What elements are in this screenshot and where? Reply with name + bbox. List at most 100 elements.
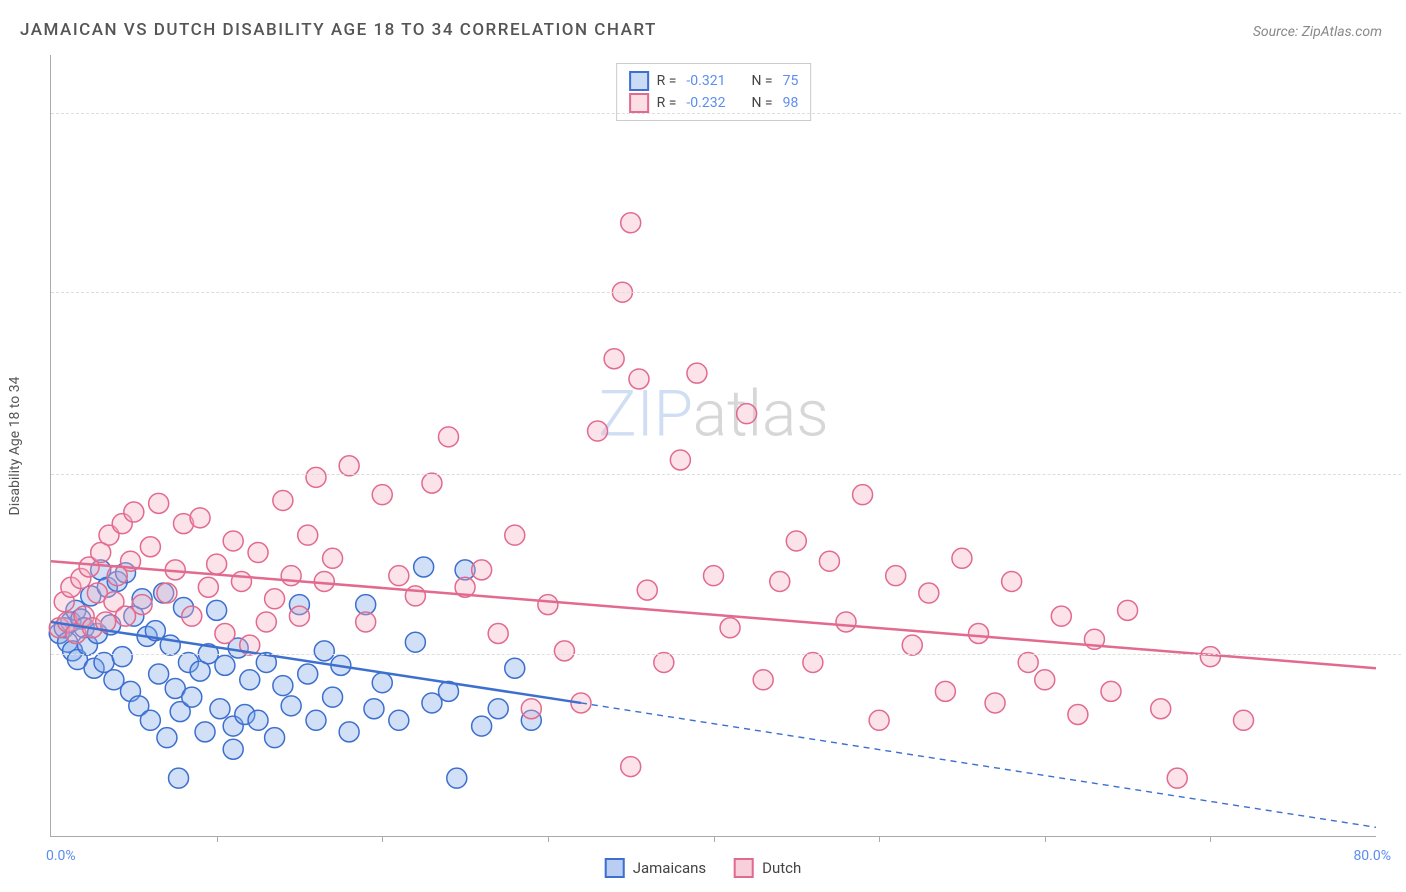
data-point [447,768,467,788]
gridline [51,474,1401,475]
data-point [538,595,558,615]
data-point [654,652,674,672]
data-point [803,652,823,672]
data-point [604,349,624,369]
data-point [1118,600,1138,620]
x-tick [879,836,880,842]
chart-title: JAMAICAN VS DUTCH DISABILITY AGE 18 TO 3… [20,20,657,40]
data-point [182,606,202,626]
data-point [389,710,409,730]
data-point [952,548,972,568]
data-point [223,739,243,759]
data-point [488,624,508,644]
y-tick-label: 6.3% [1391,646,1406,662]
legend-label: Dutch [762,859,801,877]
data-point [273,490,293,510]
data-point [472,716,492,736]
y-tick-label: 25.0% [1391,105,1406,121]
data-point [1018,652,1038,672]
data-point [753,670,773,690]
data-point [231,571,251,591]
data-point [207,600,227,620]
data-point [289,606,309,626]
data-point [298,664,318,684]
data-point [919,583,939,603]
x-axis-max-label: 80.0% [1353,848,1391,864]
data-point [372,673,392,693]
x-tick [1210,836,1211,842]
data-point [853,485,873,505]
data-point [273,676,293,696]
plot-area: Disability Age 18 to 34 0.0% 80.0% ZIPat… [50,55,1376,837]
data-point [124,502,144,522]
scatter-svg [51,55,1376,836]
source-label: Source: ZipAtlas.com [1253,24,1382,40]
data-point [439,427,459,447]
data-point [629,369,649,389]
data-point [314,641,334,661]
data-point [770,571,790,591]
data-point [94,652,114,672]
legend-swatch [734,858,754,878]
data-point [621,213,641,233]
legend-bottom: Jamaicans Dutch [605,858,802,878]
data-point [902,635,922,655]
data-point [1234,710,1254,730]
data-point [554,641,574,661]
data-point [356,612,376,632]
data-point [323,548,343,568]
data-point [281,696,301,716]
data-point [339,456,359,476]
data-point [670,450,690,470]
data-point [215,624,235,644]
data-point [1101,681,1121,701]
legend-item: Dutch [734,858,801,878]
gridline [51,113,1401,114]
data-point [256,612,276,632]
trend-line-extension [581,703,1376,827]
y-tick-label: 12.5% [1391,466,1406,482]
data-point [886,566,906,586]
data-point [306,710,326,730]
data-point [182,687,202,707]
data-point [157,583,177,603]
data-point [364,699,384,719]
data-point [195,722,215,742]
data-point [505,525,525,545]
data-point [140,710,160,730]
data-point [985,693,1005,713]
x-tick [714,836,715,842]
data-point [298,525,318,545]
x-tick [217,836,218,842]
data-point [472,560,492,580]
y-axis-title: Disability Age 18 to 34 [7,376,23,515]
x-tick [382,836,383,842]
data-point [169,768,189,788]
x-tick [548,836,549,842]
data-point [1068,705,1088,725]
data-point [389,566,409,586]
data-point [265,728,285,748]
data-point [405,632,425,652]
data-point [621,757,641,777]
data-point [339,722,359,742]
data-point [521,699,541,719]
legend-label: Jamaicans [633,859,706,877]
data-point [112,647,132,667]
data-point [198,577,218,597]
data-point [281,566,301,586]
data-point [819,551,839,571]
data-point [323,687,343,707]
data-point [372,485,392,505]
gridline [51,292,1401,293]
data-point [248,543,268,563]
data-point [935,681,955,701]
data-point [1167,768,1187,788]
data-point [240,670,260,690]
data-point [1151,699,1171,719]
data-point [149,664,169,684]
x-axis-min-label: 0.0% [46,848,76,864]
data-point [140,537,160,557]
data-point [1035,670,1055,690]
data-point [588,421,608,441]
